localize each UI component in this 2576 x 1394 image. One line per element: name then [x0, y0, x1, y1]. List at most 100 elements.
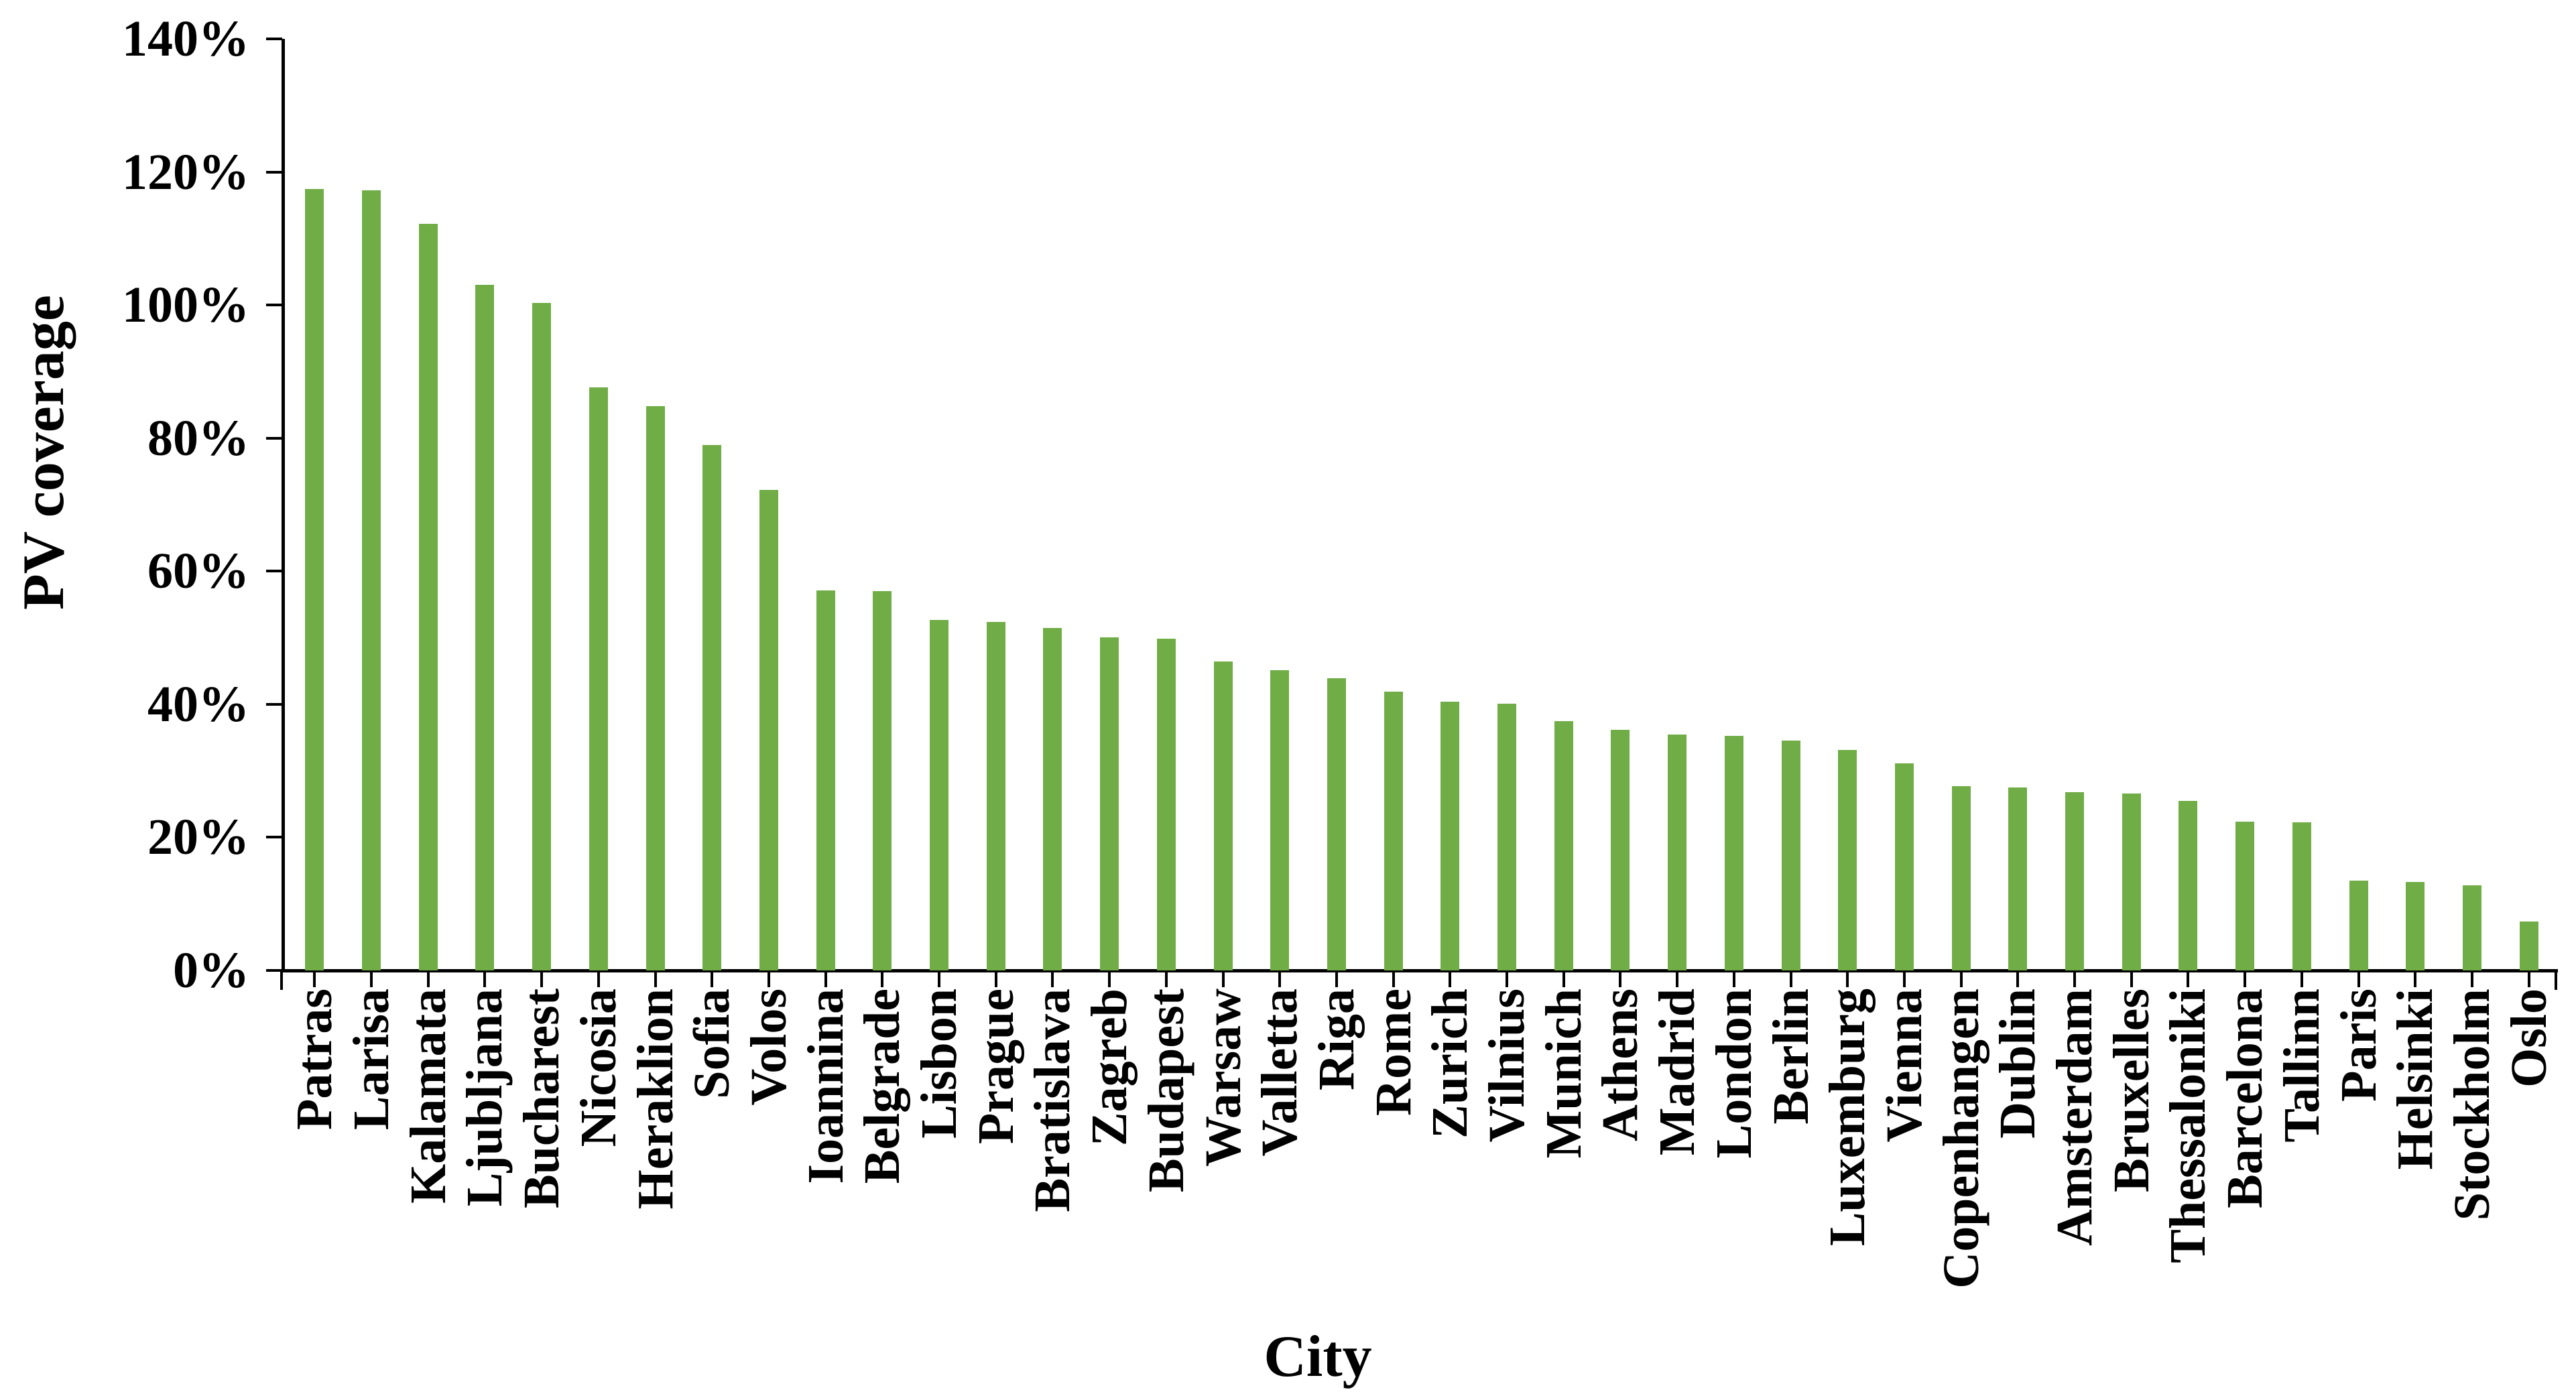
- x-tick: [1506, 972, 1509, 987]
- bar: [1554, 720, 1573, 970]
- bar: [1894, 763, 1914, 970]
- x-tick-label: Helsinki: [2387, 989, 2444, 1170]
- x-tick-label: Oslo: [2500, 989, 2557, 1088]
- bar: [1781, 741, 1800, 970]
- x-tick: [2470, 972, 2473, 987]
- x-tick: [540, 972, 544, 987]
- x-tick-label: Valletta: [1251, 989, 1308, 1157]
- bar: [532, 303, 552, 970]
- x-tick-label: Lisbon: [911, 989, 968, 1139]
- bar: [1384, 691, 1403, 970]
- x-tick-label: Ioannina: [797, 989, 854, 1184]
- x-tick: [2244, 972, 2247, 987]
- x-tick: [1732, 972, 1735, 987]
- bar: [418, 224, 438, 970]
- x-tick: [1335, 972, 1338, 987]
- bar: [2122, 793, 2141, 970]
- bar: [2349, 880, 2368, 970]
- y-tick-label: 140%: [122, 11, 249, 67]
- x-tick: [1392, 972, 1395, 987]
- x-tick: [1449, 972, 1452, 987]
- bar: [1440, 701, 1460, 970]
- x-tick-label: Kalamata: [400, 989, 456, 1204]
- x-tick: [2130, 972, 2133, 987]
- x-tick-label: Belgrade: [854, 989, 911, 1184]
- x-tick: [2527, 972, 2530, 987]
- y-tick: [266, 836, 282, 839]
- y-tick-label: 60%: [147, 543, 249, 600]
- y-tick-label: 0%: [173, 942, 249, 999]
- bar: [2519, 921, 2538, 970]
- x-tick: [1619, 972, 1622, 987]
- x-tick: [994, 972, 997, 987]
- x-tick-label: London: [1705, 989, 1762, 1159]
- x-tick: [1902, 972, 1906, 987]
- x-tick-label: Tallinn: [2273, 989, 2330, 1143]
- x-tick: [654, 972, 657, 987]
- y-tick-label: 80%: [147, 409, 249, 466]
- x-tick-label: Stockholm: [2443, 989, 2500, 1221]
- x-axis-line: [280, 969, 2558, 972]
- x-tick: [2414, 972, 2417, 987]
- x-tick-label: Amsterdam: [2046, 989, 2103, 1247]
- bar: [1270, 670, 1290, 970]
- x-tick-label: Larisa: [343, 989, 400, 1131]
- x-tick: [1562, 972, 1565, 987]
- bar: [305, 189, 324, 970]
- x-tick-label: Rome: [1365, 989, 1422, 1116]
- bar: [702, 444, 722, 970]
- x-tick-label: Volos: [740, 989, 797, 1106]
- x-tick: [1676, 972, 1679, 987]
- x-tick: [1108, 972, 1111, 987]
- bar: [986, 621, 1005, 970]
- bar: [1838, 750, 1857, 970]
- x-tick-label: Sofia: [684, 989, 741, 1099]
- x-tick: [426, 972, 430, 987]
- x-tick: [2357, 972, 2360, 987]
- x-tick-label: Athens: [1592, 989, 1649, 1142]
- x-tick-label: Patras: [286, 989, 343, 1131]
- x-tick-label: Vilnius: [1479, 989, 1536, 1143]
- bar: [2462, 885, 2481, 970]
- x-tick-label: Munich: [1535, 989, 1592, 1159]
- x-tick: [1789, 972, 1792, 987]
- y-tick: [266, 170, 282, 174]
- bar: [362, 190, 381, 970]
- y-axis-line: [282, 39, 285, 972]
- y-tick: [266, 436, 282, 440]
- x-tick-label: Barcelona: [2217, 989, 2274, 1208]
- x-axis-end-tick: [280, 972, 283, 990]
- x-tick: [2187, 972, 2190, 987]
- bar: [589, 387, 608, 970]
- bar: [2065, 791, 2085, 970]
- y-tick-label: 120%: [122, 143, 249, 200]
- x-tick: [824, 972, 827, 987]
- y-tick-label: 40%: [147, 676, 249, 733]
- bar: [1043, 627, 1062, 970]
- x-tick: [1846, 972, 1849, 987]
- bar: [1668, 734, 1687, 970]
- y-tick: [266, 38, 282, 40]
- x-tick: [767, 972, 770, 987]
- x-tick-label: Berlin: [1762, 989, 1819, 1125]
- bar: [816, 590, 835, 970]
- x-tick-label: Madrid: [1649, 989, 1706, 1156]
- x-tick: [597, 972, 600, 987]
- x-tick-label: Warsaw: [1194, 989, 1251, 1167]
- x-axis-end-tick: [2555, 972, 2557, 990]
- x-tick: [2016, 972, 2020, 987]
- bar: [2179, 800, 2198, 970]
- y-tick-label: 100%: [122, 277, 249, 334]
- bar: [1100, 637, 1119, 970]
- x-tick-label: Dublin: [1989, 989, 2046, 1139]
- x-tick: [483, 972, 487, 987]
- x-tick-label: Bruxelles: [2103, 989, 2160, 1192]
- bar: [2008, 787, 2028, 970]
- bar: [2235, 821, 2255, 970]
- x-tick-label: Zagreb: [1081, 989, 1138, 1147]
- x-tick-label: Thessaloniki: [2160, 989, 2217, 1263]
- x-tick-label: Ljubljana: [456, 989, 513, 1207]
- x-tick: [1959, 972, 1963, 987]
- bar: [475, 285, 495, 970]
